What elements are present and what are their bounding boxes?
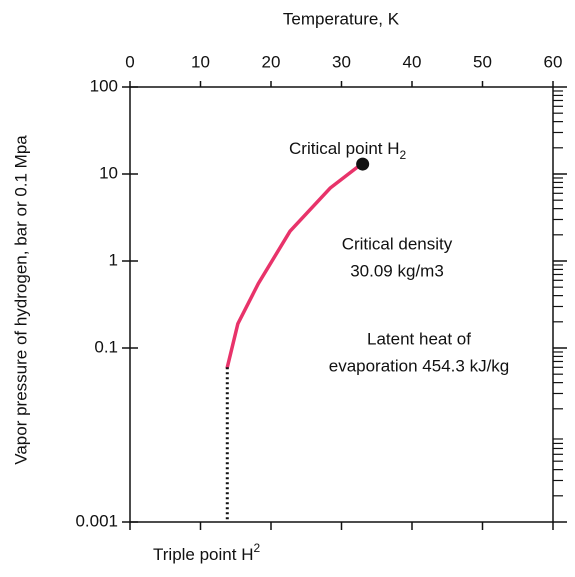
x-tick-label: 60 bbox=[544, 52, 563, 71]
data-line bbox=[225, 163, 362, 370]
x-tick-label: 30 bbox=[332, 52, 351, 71]
annotation-text: Triple point H bbox=[153, 545, 253, 564]
annotation-superscript: 2 bbox=[253, 541, 260, 555]
annotation: Critical point H2 bbox=[289, 139, 407, 162]
y-tick-label: 100 bbox=[90, 76, 118, 95]
x-tick-label: 40 bbox=[403, 52, 422, 71]
y-tick-label: 1 bbox=[109, 250, 118, 269]
annotation: Critical density bbox=[342, 234, 453, 253]
annotation: evaporation 454.3 kJ/kg bbox=[329, 356, 510, 375]
y-axis-label: Vapor pressure of hydrogen, bar or 0.1 M… bbox=[11, 135, 30, 465]
x-tick-label: 0 bbox=[125, 52, 134, 71]
x-tick-label: 20 bbox=[262, 52, 281, 71]
critical-point bbox=[356, 157, 370, 171]
annotation-text: Critical point H bbox=[289, 139, 400, 158]
y-tick-label: 10 bbox=[99, 163, 118, 182]
annotation-subscript: 2 bbox=[400, 148, 407, 162]
y-tick-label: 0.1 bbox=[94, 337, 118, 356]
annotation: 30.09 kg/m3 bbox=[350, 261, 444, 280]
annotation: Triple point H2 bbox=[153, 541, 260, 564]
chart-title: Temperature, K bbox=[283, 9, 400, 28]
annotation: Latent heat of bbox=[367, 329, 471, 348]
x-tick-label: 10 bbox=[191, 52, 210, 71]
y-tick-label: 0.001 bbox=[75, 511, 118, 530]
x-tick-label: 50 bbox=[473, 52, 492, 71]
